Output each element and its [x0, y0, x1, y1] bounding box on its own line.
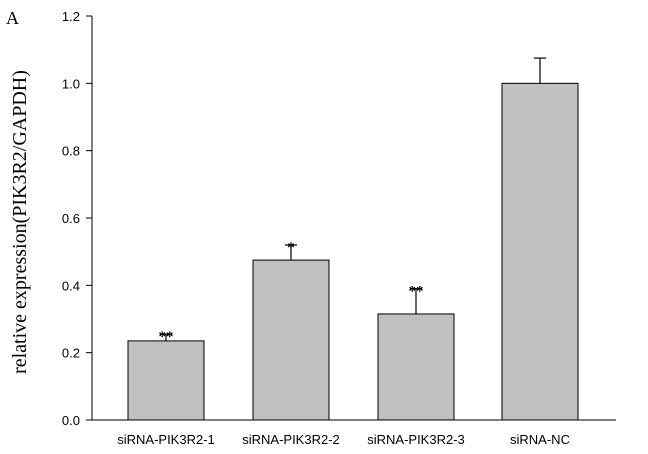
y-tick-label: 0.2	[62, 346, 80, 361]
y-tick-label: 0.6	[62, 211, 80, 226]
significance-marker: *	[287, 240, 295, 256]
x-tick-label: siRNA-PIK3R2-1	[117, 432, 215, 447]
significance-marker: **	[159, 329, 174, 345]
y-tick-label: 0.0	[62, 413, 80, 428]
y-tick-label: 0.4	[62, 278, 80, 293]
y-axis-label: relative expression(PIK3R2/GAPDH)	[9, 70, 31, 374]
x-tick-label: siRNA-PIK3R2-2	[242, 432, 340, 447]
x-tick-label: siRNA-PIK3R2-3	[367, 432, 465, 447]
bar	[502, 83, 578, 420]
y-tick-label: 1.2	[62, 9, 80, 24]
bars: *****	[128, 58, 578, 420]
y-tick-label: 0.8	[62, 144, 80, 159]
x-tick-label: siRNA-NC	[510, 432, 570, 447]
bar	[253, 260, 329, 420]
significance-marker: **	[409, 284, 424, 300]
bar	[378, 314, 454, 420]
y-tick-label: 1.0	[62, 76, 80, 91]
bar	[128, 341, 204, 420]
panel-label: A	[6, 8, 19, 28]
x-tick-labels: siRNA-PIK3R2-1 siRNA-PIK3R2-2 siRNA-PIK3R2…	[117, 432, 570, 447]
y-ticks: 0.0 0.2 0.4 0.6 0.8 1.0 1.2	[62, 9, 92, 428]
